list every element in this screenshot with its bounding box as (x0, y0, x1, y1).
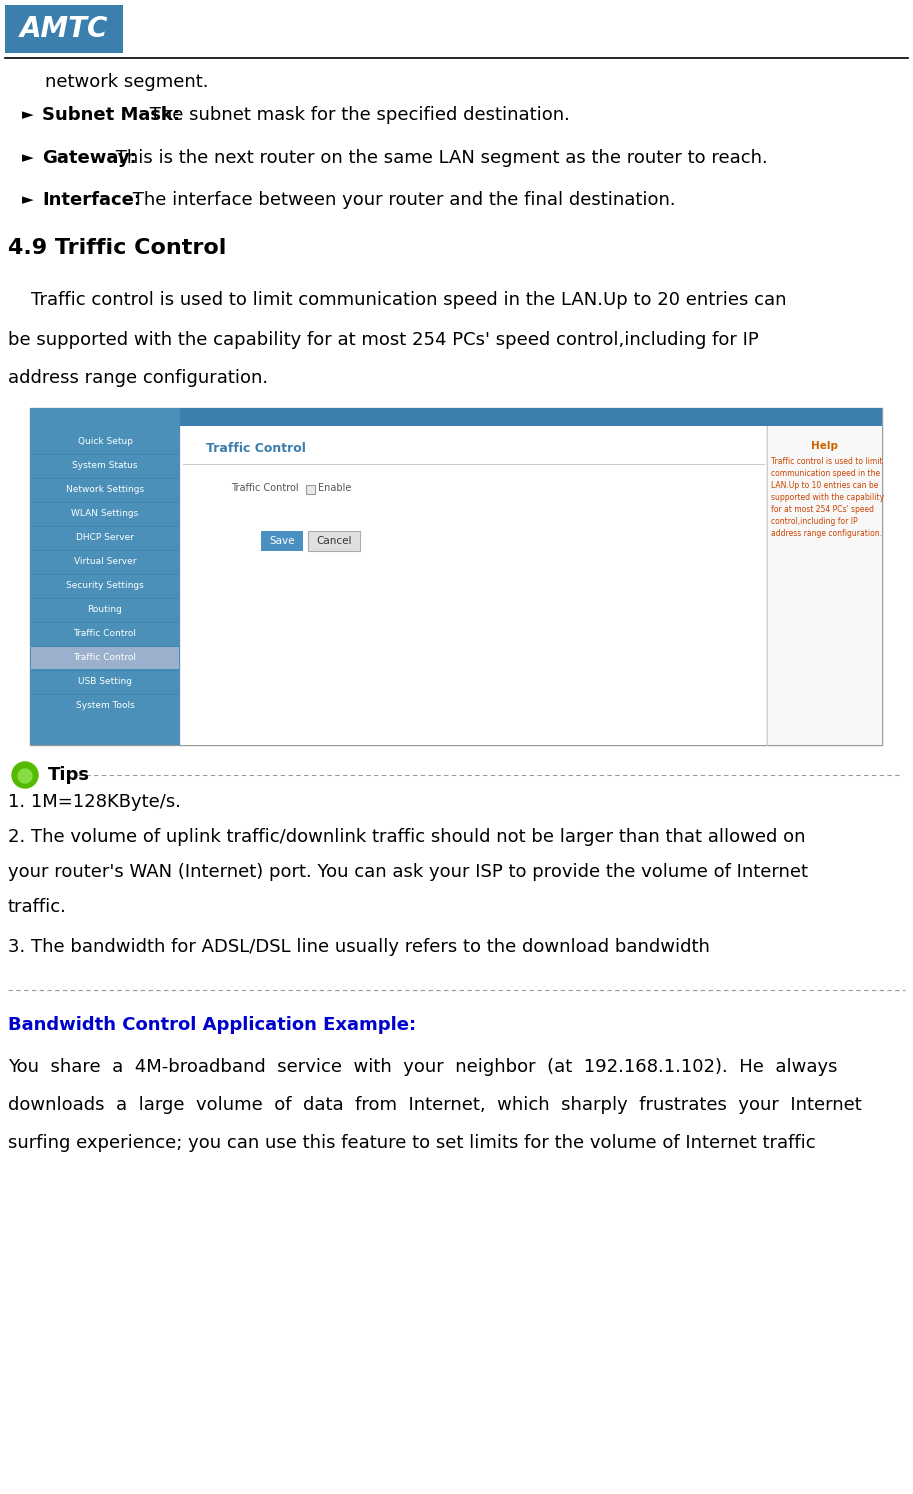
Circle shape (18, 769, 32, 783)
Text: Enable: Enable (318, 483, 352, 493)
Text: communication speed in the: communication speed in the (771, 469, 880, 478)
FancyBboxPatch shape (306, 486, 315, 495)
FancyBboxPatch shape (181, 426, 766, 746)
Text: The interface between your router and the final destination.: The interface between your router and th… (127, 191, 676, 209)
Text: be supported with the capability for at most 254 PCs' speed control,including fo: be supported with the capability for at … (8, 332, 759, 350)
Text: network segment.: network segment. (45, 73, 208, 91)
Text: 1. 1M=128KByte/s.: 1. 1M=128KByte/s. (8, 793, 181, 811)
Text: System Status: System Status (72, 462, 138, 471)
Text: ►: ► (22, 193, 34, 208)
Text: Traffic Control: Traffic Control (231, 483, 299, 493)
Text: ►: ► (22, 151, 34, 166)
Text: control,including for IP: control,including for IP (771, 517, 857, 526)
Text: Help: Help (811, 441, 838, 451)
Text: Tips: Tips (48, 766, 90, 784)
Text: The subnet mask for the specified destination.: The subnet mask for the specified destin… (144, 106, 570, 124)
Text: 4.9 Triffic Control: 4.9 Triffic Control (8, 238, 226, 258)
FancyBboxPatch shape (261, 530, 303, 551)
FancyBboxPatch shape (30, 408, 180, 746)
Text: Save: Save (269, 536, 295, 545)
Text: WLAN Settings: WLAN Settings (71, 509, 139, 518)
Text: Network Settings: Network Settings (66, 486, 144, 495)
Text: Traffic Control: Traffic Control (206, 442, 306, 454)
Text: Subnet Mask:: Subnet Mask: (42, 106, 180, 124)
Text: Bandwidth Control Application Example:: Bandwidth Control Application Example: (8, 1016, 416, 1034)
Text: surfing experience; you can use this feature to set limits for the volume of Int: surfing experience; you can use this fea… (8, 1134, 815, 1152)
Text: Cancel: Cancel (316, 536, 352, 545)
Text: your router's WAN (Internet) port. You can ask your ISP to provide the volume of: your router's WAN (Internet) port. You c… (8, 864, 808, 881)
FancyBboxPatch shape (30, 408, 882, 746)
Text: 2. The volume of uplink traffic/downlink traffic should not be larger than that : 2. The volume of uplink traffic/downlink… (8, 828, 805, 846)
Text: address range configuration.: address range configuration. (8, 369, 268, 387)
Text: System Tools: System Tools (76, 702, 134, 711)
Text: Traffic control is used to limit: Traffic control is used to limit (771, 457, 883, 466)
FancyBboxPatch shape (767, 426, 882, 746)
Circle shape (12, 762, 38, 787)
Text: USB Setting: USB Setting (78, 677, 132, 687)
FancyBboxPatch shape (5, 4, 123, 52)
Text: AMTC: AMTC (20, 15, 108, 43)
FancyBboxPatch shape (30, 408, 882, 426)
Text: Virtual Server: Virtual Server (74, 557, 136, 566)
Text: Gateway:: Gateway: (42, 149, 137, 167)
Text: You  share  a  4M-broadband  service  with  your  neighbor  (at  192.168.1.102).: You share a 4M-broadband service with yo… (8, 1058, 837, 1076)
Text: Traffic control is used to limit communication speed in the LAN.Up to 20 entries: Traffic control is used to limit communi… (8, 291, 786, 309)
Text: downloads  a  large  volume  of  data  from  Internet,  which  sharply  frustrat: downloads a large volume of data from In… (8, 1097, 862, 1115)
Text: for at most 254 PCs' speed: for at most 254 PCs' speed (771, 505, 874, 514)
FancyBboxPatch shape (308, 530, 360, 551)
Text: address range configuration.: address range configuration. (771, 529, 882, 538)
Text: DHCP Server: DHCP Server (76, 533, 134, 542)
Text: 3. The bandwidth for ADSL/DSL line usually refers to the download bandwidth: 3. The bandwidth for ADSL/DSL line usual… (8, 938, 710, 956)
FancyBboxPatch shape (31, 647, 179, 669)
Text: Security Settings: Security Settings (66, 581, 144, 590)
Text: Routing: Routing (88, 605, 122, 614)
Text: Interface:: Interface: (42, 191, 141, 209)
Text: traffic.: traffic. (8, 898, 67, 916)
Text: Quick Setup: Quick Setup (78, 438, 132, 447)
Text: This is the next router on the same LAN segment as the router to reach.: This is the next router on the same LAN … (110, 149, 768, 167)
Text: ►: ► (22, 108, 34, 123)
Text: Traffic Control: Traffic Control (74, 653, 137, 662)
Text: Traffic Control: Traffic Control (74, 629, 137, 638)
Text: LAN.Up to 10 entries can be: LAN.Up to 10 entries can be (771, 481, 878, 490)
Text: supported with the capability: supported with the capability (771, 493, 884, 502)
